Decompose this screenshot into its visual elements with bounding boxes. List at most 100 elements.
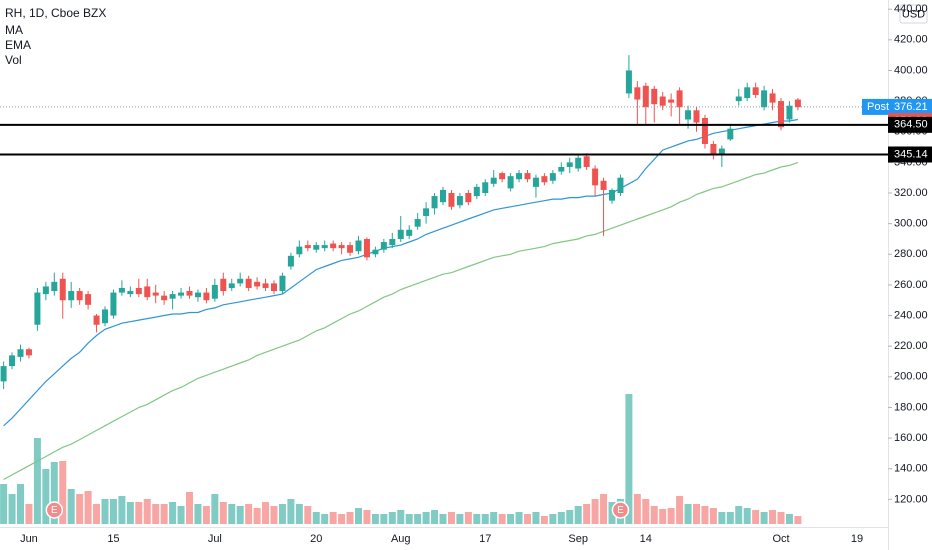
candle-body bbox=[85, 294, 92, 305]
volume-bar bbox=[17, 484, 24, 524]
candle-body bbox=[186, 291, 193, 296]
volume-bar bbox=[109, 499, 117, 524]
candle-body bbox=[355, 240, 362, 252]
candle-body bbox=[9, 355, 16, 367]
y-tick-label: 200.00 bbox=[894, 371, 928, 383]
candle-body bbox=[0, 366, 7, 382]
candle-body bbox=[524, 173, 531, 180]
volume-bar bbox=[524, 514, 531, 524]
candle-body bbox=[490, 177, 497, 184]
volume-bar bbox=[515, 512, 523, 524]
volume-bar bbox=[295, 504, 303, 524]
volume-bar bbox=[456, 514, 464, 524]
candle-body bbox=[372, 249, 379, 255]
candle-body bbox=[465, 193, 472, 203]
level-label: 345.14 bbox=[894, 148, 928, 160]
chart-title: RH, 1D, Cboe BZX bbox=[5, 6, 106, 20]
volume-bar bbox=[304, 506, 312, 524]
x-tick-label: Jun bbox=[20, 533, 38, 545]
volume-bar bbox=[33, 438, 41, 524]
volume-bar bbox=[278, 504, 286, 524]
candle-body bbox=[473, 186, 480, 197]
volume-bar bbox=[431, 510, 439, 524]
volume-bar bbox=[507, 514, 515, 524]
volume-bar bbox=[169, 502, 177, 524]
legend-vol: Vol bbox=[5, 53, 22, 67]
x-tick-label: 17 bbox=[479, 533, 491, 545]
volume-bar bbox=[600, 494, 608, 524]
volume-bar bbox=[642, 499, 650, 524]
candle-body bbox=[304, 245, 311, 249]
candle-body bbox=[313, 245, 320, 250]
volume-bar bbox=[608, 502, 616, 524]
candle-body bbox=[668, 99, 675, 103]
x-tick-label: 14 bbox=[640, 533, 652, 545]
y-tick-label: 140.00 bbox=[894, 463, 928, 475]
candle-body bbox=[330, 243, 337, 249]
candle-body bbox=[68, 291, 75, 301]
candle-body bbox=[676, 90, 683, 108]
candle-body bbox=[634, 87, 641, 100]
candle-body bbox=[659, 96, 666, 106]
candle-body bbox=[220, 278, 227, 292]
candle-body bbox=[25, 349, 32, 356]
candle-body bbox=[609, 189, 615, 201]
volume-bar bbox=[532, 512, 540, 524]
volume-bar bbox=[202, 506, 210, 524]
candle-body bbox=[448, 193, 455, 207]
currency: USD bbox=[902, 8, 925, 20]
candle-body bbox=[710, 143, 717, 155]
volume-bar bbox=[447, 512, 455, 524]
volume-bar bbox=[245, 504, 253, 524]
candle-body bbox=[228, 283, 235, 288]
level-tag bbox=[888, 116, 932, 133]
candle-body bbox=[414, 219, 421, 227]
volume-bar bbox=[177, 506, 185, 524]
candle-body bbox=[440, 189, 446, 203]
volume-bar bbox=[338, 514, 346, 524]
candle-body bbox=[549, 173, 556, 181]
candle-body bbox=[600, 180, 607, 190]
volume-bar bbox=[625, 394, 633, 524]
candle-body bbox=[592, 168, 599, 186]
currency-box[interactable] bbox=[899, 4, 928, 24]
candle-body bbox=[727, 128, 734, 140]
volume-bar bbox=[135, 502, 143, 524]
volume-bar bbox=[718, 512, 726, 524]
volume-bar bbox=[50, 462, 58, 524]
post-price-tag bbox=[862, 98, 932, 115]
earnings-marker bbox=[611, 501, 630, 519]
earnings-marker bbox=[45, 501, 64, 519]
candle-body bbox=[42, 286, 49, 295]
y-tick-label: 300.00 bbox=[894, 218, 928, 230]
volume-bar bbox=[84, 491, 92, 524]
candle-body bbox=[761, 90, 768, 108]
y-tick-label: 220.00 bbox=[894, 340, 928, 352]
legend-ma: MA bbox=[5, 23, 23, 37]
candle-body bbox=[287, 255, 294, 267]
volume-bar bbox=[693, 504, 700, 524]
volume-bar bbox=[8, 494, 16, 524]
candle-body bbox=[363, 238, 370, 258]
x-tick-label: Jul bbox=[208, 533, 222, 545]
volume-bar bbox=[219, 502, 227, 524]
volume-bar bbox=[371, 514, 379, 524]
volume-bar bbox=[650, 506, 658, 524]
volume-bar bbox=[659, 509, 667, 524]
candle-body bbox=[685, 110, 692, 120]
candle-body bbox=[456, 196, 463, 206]
volume-bar bbox=[676, 496, 684, 524]
volume-bar bbox=[498, 514, 506, 524]
volume-bar bbox=[93, 504, 101, 524]
candle-body bbox=[76, 291, 83, 301]
volume-bar bbox=[566, 510, 574, 524]
candle-body bbox=[203, 292, 210, 301]
volume-bar bbox=[321, 514, 329, 524]
volume-bar bbox=[355, 508, 362, 524]
candle-body bbox=[347, 245, 354, 253]
volume-bar bbox=[388, 512, 396, 524]
earnings-label: E bbox=[617, 505, 624, 516]
x-tick-label: 19 bbox=[851, 533, 863, 545]
candle-body bbox=[575, 157, 582, 169]
